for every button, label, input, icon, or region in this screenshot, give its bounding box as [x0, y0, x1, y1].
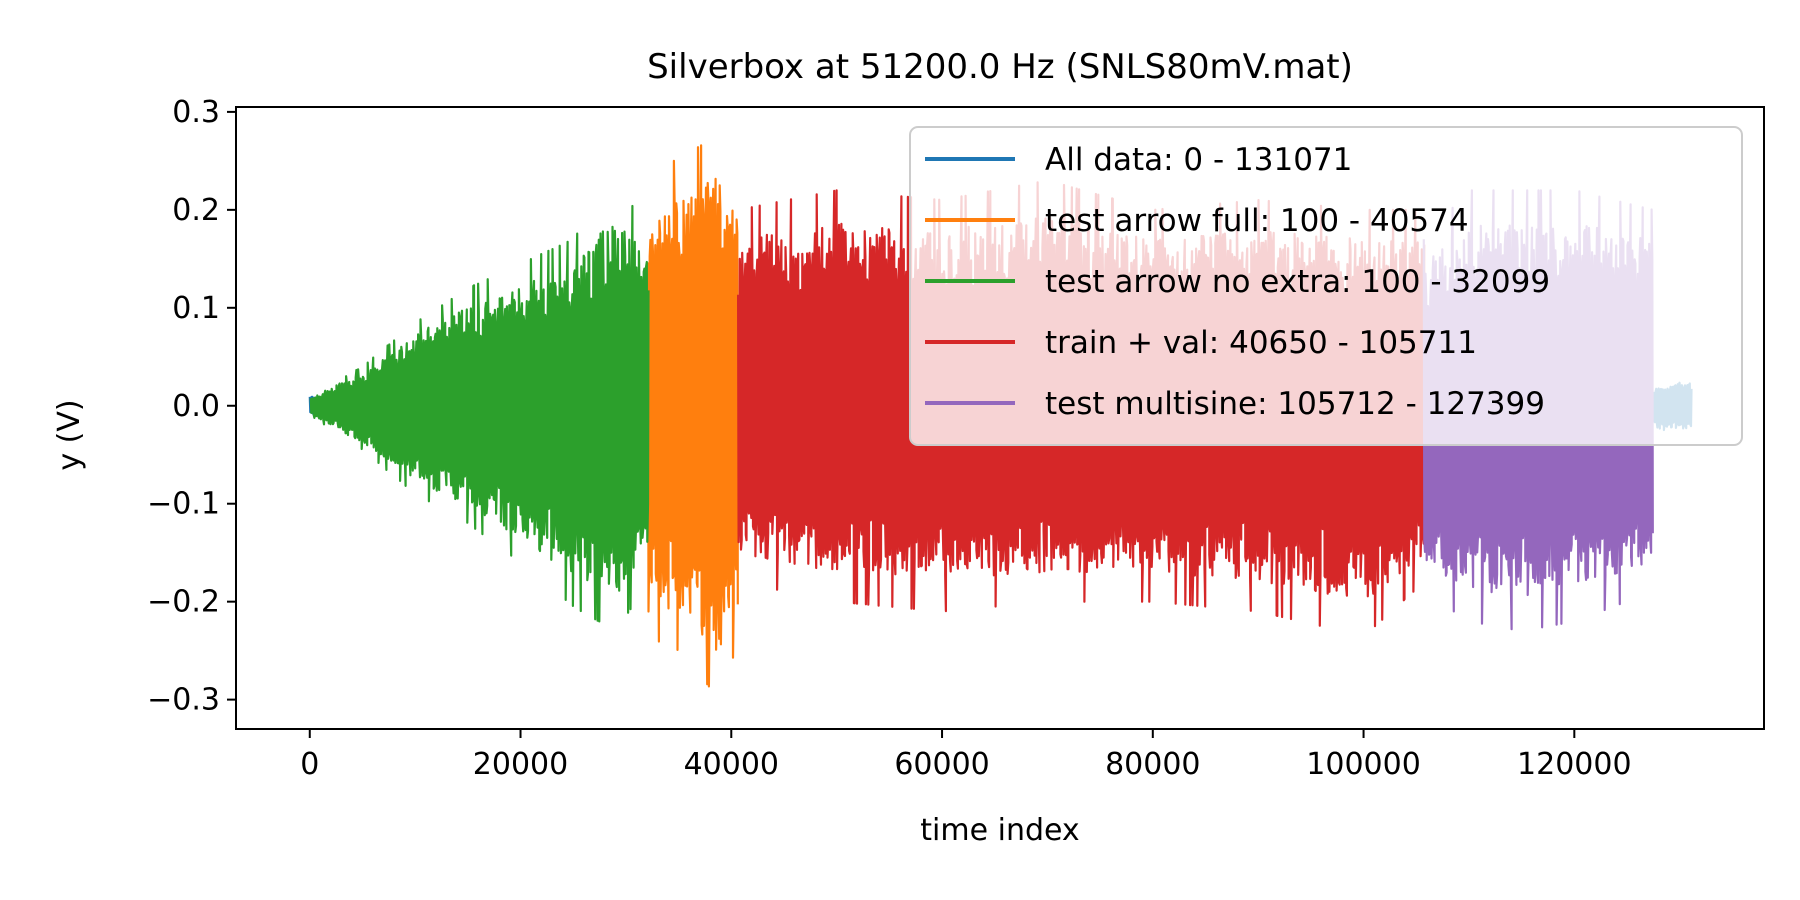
x-axis-label: time index [920, 813, 1079, 848]
chart-title: Silverbox at 51200.0 Hz (SNLS80mV.mat) [647, 47, 1353, 87]
legend-label: test arrow full: 100 - 40574 [1045, 203, 1469, 239]
plot-frame [235, 106, 1765, 730]
legend-frame [909, 126, 1743, 446]
y-axis: 0.3 0.2 0.1 0.0 −0.1 −0.2 −0.3 [147, 95, 236, 718]
y-tick-label: 0.0 [172, 389, 220, 424]
y-tick-label: 0.1 [172, 291, 220, 326]
series-line-2 [646, 144, 739, 688]
legend-label: test multisine: 105712 - 127399 [1045, 386, 1545, 422]
legend-label: test arrow no extra: 100 - 32099 [1045, 264, 1550, 300]
legend-label: All data: 0 - 131071 [1045, 142, 1352, 178]
legend: All data: 0 - 131071 test arrow full: 100… [909, 126, 1743, 446]
x-tick-label: 20000 [473, 747, 568, 782]
y-tick-label: 0.2 [172, 193, 220, 228]
x-tick-label: 0 [300, 747, 319, 782]
x-tick-label: 40000 [684, 747, 779, 782]
legend-label: train + val: 40650 - 105711 [1045, 325, 1477, 361]
x-tick-label: 80000 [1105, 747, 1200, 782]
x-axis: 0 20000 40000 60000 80000 100000 120000 [300, 729, 1632, 782]
y-axis-label: y (V) [52, 399, 87, 470]
y-tick-label: 0.3 [172, 95, 220, 130]
y-tick-label: −0.3 [147, 683, 220, 718]
y-tick-label: −0.1 [147, 487, 220, 522]
x-tick-label: 100000 [1306, 747, 1421, 782]
y-tick-label: −0.2 [147, 585, 220, 620]
legend-items: All data: 0 - 131071 test arrow full: 100… [925, 142, 1550, 422]
series-line-3 [309, 204, 650, 623]
x-tick-label: 120000 [1517, 747, 1632, 782]
x-tick-label: 60000 [894, 747, 989, 782]
